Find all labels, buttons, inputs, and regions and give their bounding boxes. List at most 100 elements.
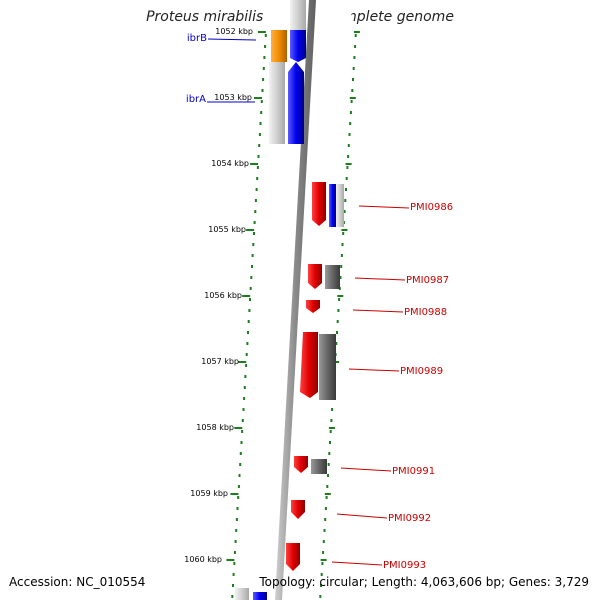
track-dot [239, 463, 242, 466]
track-dot [322, 540, 325, 543]
track-dot [354, 45, 357, 48]
track-dot [320, 584, 322, 587]
major-tick [230, 493, 239, 495]
major-tick [337, 295, 344, 297]
feature-red-pmi0991 [294, 456, 308, 473]
track-dot [247, 331, 249, 334]
major-tick [254, 97, 262, 99]
track-dot [327, 474, 329, 477]
track-dot [235, 518, 238, 521]
track-dot [256, 166, 259, 169]
feature-light-1 [269, 62, 285, 144]
track-dot [237, 496, 240, 499]
feature-red-pmi0988 [306, 300, 320, 313]
gene-label-pmi0992[interactable]: PMI0992 [388, 513, 431, 524]
track-dot [327, 463, 330, 466]
track-dot [253, 232, 255, 235]
track-dot [231, 595, 234, 598]
gene-label-ibra[interactable]: ibrA [186, 94, 206, 105]
track-dot [254, 199, 257, 202]
gene-label-pmi0988[interactable]: PMI0988 [404, 307, 447, 318]
feature-blue-bottom [253, 592, 267, 600]
track-dot [262, 67, 265, 70]
track-dot [346, 166, 349, 169]
track-dot [321, 562, 324, 565]
track-dot [260, 100, 263, 103]
track-dot [246, 342, 249, 345]
track-dot [351, 89, 354, 92]
major-tick [257, 31, 266, 33]
track-dot [345, 188, 347, 191]
track-dot [245, 364, 248, 367]
feature-gray-pmi0991 [311, 459, 327, 474]
feature-red-pmi0992 [291, 500, 305, 519]
feature-red-pmi0987 [308, 264, 322, 289]
track-dot [264, 45, 267, 48]
track-dot [236, 507, 239, 510]
track-dot [354, 34, 357, 37]
track-dot [342, 232, 345, 235]
track-dot [328, 452, 331, 455]
track-dot [340, 265, 343, 268]
track-dot [232, 584, 234, 587]
track-dot [352, 78, 354, 81]
gene-label-pmi0987[interactable]: PMI0987 [406, 275, 449, 286]
tick-label-1054: 1054 kbp [211, 159, 249, 168]
track-dot [320, 573, 323, 576]
track-dot [325, 496, 328, 499]
track-dot [235, 529, 238, 532]
tick-label-1057: 1057 kbp [201, 357, 239, 366]
feature-orange [271, 30, 287, 62]
major-tick [250, 163, 259, 165]
track-dot [335, 342, 338, 345]
track-dot [237, 485, 240, 488]
major-tick [341, 229, 348, 231]
track-dot [248, 309, 251, 312]
tick-label-1053: 1053 kbp [214, 93, 252, 102]
track-dot [336, 331, 338, 334]
track-dot [329, 441, 331, 444]
gene-label-pmi0991[interactable]: PMI0991 [392, 466, 435, 477]
major-tick [242, 295, 251, 297]
gene-label-pmi0989[interactable]: PMI0989 [400, 366, 443, 377]
track-dot [249, 287, 252, 290]
track-dot [347, 144, 350, 147]
feature-red-pmi0993 [286, 543, 300, 571]
track-dot [244, 375, 247, 378]
gene-label-pmi0993[interactable]: PMI0993 [383, 560, 426, 571]
major-tick [238, 361, 247, 363]
track-dot [349, 111, 352, 114]
track-dot [251, 254, 254, 257]
track-dot [336, 320, 339, 323]
feature-blue-2 [288, 62, 304, 144]
track-dot [348, 133, 351, 136]
track-dot [324, 518, 327, 521]
track-dot [245, 353, 248, 356]
tick-label-1052: 1052 kbp [215, 27, 253, 36]
tick-label-1055: 1055 kbp [208, 225, 246, 234]
leader-lines [207, 38, 410, 566]
track-dot [255, 188, 258, 191]
major-tick [333, 361, 340, 363]
gene-label-pmi0986[interactable]: PMI0986 [410, 202, 453, 213]
track-dot [239, 452, 242, 455]
feature-red-pmi0986 [312, 182, 326, 226]
tick-label-1059: 1059 kbp [190, 489, 228, 498]
track-dot [254, 210, 257, 213]
track-dot [262, 78, 265, 81]
track-dot [250, 276, 253, 279]
track-dot [253, 221, 256, 224]
gene-label-ibrb[interactable]: ibrB [187, 33, 207, 44]
backbone-line [275, 0, 316, 600]
track-dot [241, 430, 244, 433]
track-dot [353, 56, 356, 59]
feature-blue-1 [290, 30, 306, 62]
track-dot [261, 89, 264, 92]
track-dot [350, 100, 353, 103]
major-tick [328, 427, 335, 429]
major-tick [234, 427, 243, 429]
tick-labels: 1052 kbp 1053 kbp 1054 kbp 1055 kbp 1056… [184, 27, 253, 564]
track-dot [263, 56, 266, 59]
gene-labels: ibrB ibrA PMI0986 PMI0987 PMI0988 PMI098… [186, 33, 453, 571]
